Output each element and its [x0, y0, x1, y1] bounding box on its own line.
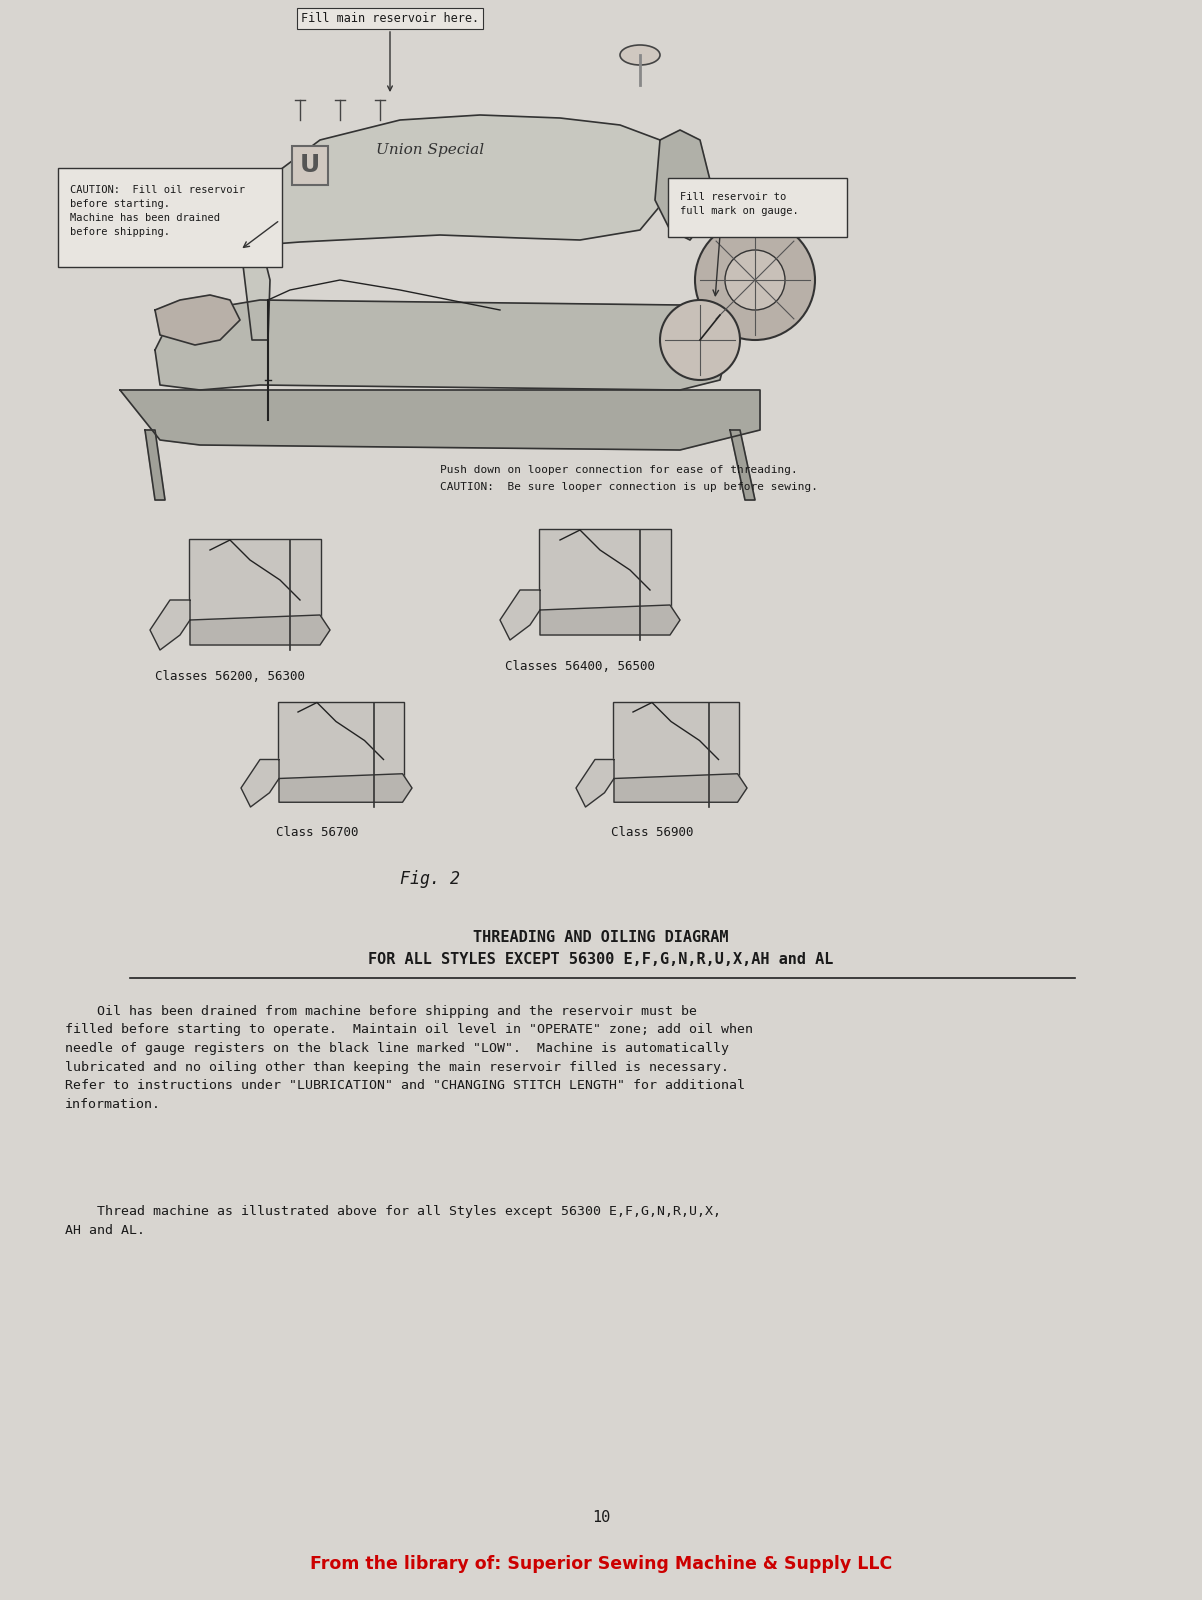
- Text: CAUTION:  Fill oil reservoir
before starting.
Machine has been drained
before sh: CAUTION: Fill oil reservoir before start…: [70, 186, 245, 237]
- FancyBboxPatch shape: [613, 701, 738, 779]
- Text: Classes 56400, 56500: Classes 56400, 56500: [505, 659, 655, 674]
- Text: Class 56700: Class 56700: [275, 826, 358, 838]
- Polygon shape: [240, 760, 279, 806]
- FancyBboxPatch shape: [538, 530, 671, 611]
- Polygon shape: [614, 774, 746, 802]
- Polygon shape: [155, 294, 240, 346]
- Text: Thread machine as illustrated above for all Styles except 56300 E,F,G,N,R,U,X,
A: Thread machine as illustrated above for …: [65, 1205, 721, 1237]
- Text: Class 56900: Class 56900: [611, 826, 694, 838]
- Text: Fig. 2: Fig. 2: [400, 870, 460, 888]
- Polygon shape: [240, 115, 670, 245]
- Polygon shape: [155, 301, 730, 390]
- Text: U: U: [299, 154, 320, 178]
- Circle shape: [660, 301, 740, 379]
- Text: From the library of: Superior Sewing Machine & Supply LLC: From the library of: Superior Sewing Mac…: [310, 1555, 892, 1573]
- Polygon shape: [240, 240, 270, 341]
- Text: Push down on looper connection for ease of threading.: Push down on looper connection for ease …: [440, 466, 798, 475]
- Polygon shape: [500, 590, 540, 640]
- FancyBboxPatch shape: [189, 539, 321, 621]
- Polygon shape: [145, 430, 165, 499]
- Polygon shape: [120, 390, 760, 450]
- Polygon shape: [730, 430, 755, 499]
- Ellipse shape: [620, 45, 660, 66]
- Text: THREADING AND OILING DIAGRAM: THREADING AND OILING DIAGRAM: [474, 930, 728, 946]
- Text: CAUTION:  Be sure looper connection is up before sewing.: CAUTION: Be sure looper connection is up…: [440, 482, 819, 493]
- Polygon shape: [655, 130, 710, 240]
- Polygon shape: [540, 605, 680, 635]
- Text: 10: 10: [591, 1510, 611, 1525]
- Text: FOR ALL STYLES EXCEPT 56300 E,F,G,N,R,U,X,AH and AL: FOR ALL STYLES EXCEPT 56300 E,F,G,N,R,U,…: [368, 952, 834, 966]
- Polygon shape: [190, 614, 331, 645]
- Text: Union Special: Union Special: [376, 142, 484, 157]
- Circle shape: [725, 250, 785, 310]
- Text: Fill reservoir to
full mark on gauge.: Fill reservoir to full mark on gauge.: [680, 192, 799, 216]
- FancyBboxPatch shape: [278, 701, 404, 779]
- Text: Oil has been drained from machine before shipping and the reservoir must be
fill: Oil has been drained from machine before…: [65, 1005, 752, 1110]
- Polygon shape: [576, 760, 614, 806]
- Polygon shape: [279, 774, 412, 802]
- Polygon shape: [150, 600, 190, 650]
- FancyBboxPatch shape: [668, 178, 847, 237]
- Text: Classes 56200, 56300: Classes 56200, 56300: [155, 670, 305, 683]
- Circle shape: [695, 219, 815, 341]
- Text: Fill main reservoir here.: Fill main reservoir here.: [300, 11, 480, 91]
- FancyBboxPatch shape: [58, 168, 282, 267]
